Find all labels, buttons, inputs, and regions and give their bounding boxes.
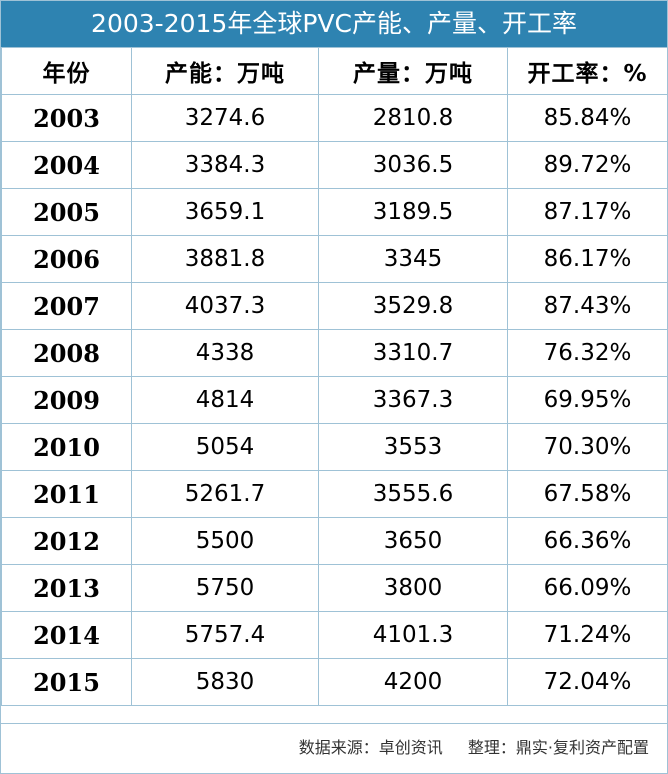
capacity-cell: 5750 bbox=[131, 564, 319, 612]
year-cell: 2014 bbox=[1, 611, 132, 659]
capacity-cell: 4338 bbox=[131, 329, 319, 377]
header-row: 年份 产能：万吨 产量：万吨 开工率：% bbox=[1, 47, 668, 95]
table-row: 2015 5830 4200 72.04% bbox=[1, 658, 668, 706]
output-cell: 2810.8 bbox=[318, 94, 508, 142]
capacity-cell: 3881.8 bbox=[131, 235, 319, 283]
table-body: 2003 3274.6 2810.8 85.84% 2004 3384.3 3036.5 89… bbox=[1, 94, 668, 706]
output-cell: 3367.3 bbox=[318, 376, 508, 424]
capacity-cell: 5054 bbox=[131, 423, 319, 471]
rate-cell: 67.58% bbox=[507, 470, 668, 518]
table-row: 2003 3274.6 2810.8 85.84% bbox=[1, 94, 668, 142]
table-row: 2009 4814 3367.3 69.95% bbox=[1, 376, 668, 424]
year-cell: 2006 bbox=[1, 235, 132, 283]
capacity-cell: 5757.4 bbox=[131, 611, 319, 659]
table-row: 2014 5757.4 4101.3 71.24% bbox=[1, 611, 668, 659]
rate-cell: 66.36% bbox=[507, 517, 668, 565]
table-row: 2005 3659.1 3189.5 87.17% bbox=[1, 188, 668, 236]
capacity-cell: 4037.3 bbox=[131, 282, 319, 330]
header-year: 年份 bbox=[1, 47, 132, 95]
capacity-cell: 4814 bbox=[131, 376, 319, 424]
year-cell: 2003 bbox=[1, 94, 132, 142]
capacity-cell: 5830 bbox=[131, 658, 319, 706]
table-row: 2012 5500 3650 66.36% bbox=[1, 517, 668, 565]
output-cell: 4200 bbox=[318, 658, 508, 706]
output-cell: 4101.3 bbox=[318, 611, 508, 659]
capacity-cell: 5500 bbox=[131, 517, 319, 565]
output-cell: 3553 bbox=[318, 423, 508, 471]
year-cell: 2013 bbox=[1, 564, 132, 612]
header-capacity: 产能：万吨 bbox=[131, 47, 319, 95]
year-cell: 2007 bbox=[1, 282, 132, 330]
rate-cell: 87.43% bbox=[507, 282, 668, 330]
source-note: 数据来源：卓创资讯 bbox=[298, 738, 443, 757]
rate-cell: 66.09% bbox=[507, 564, 668, 612]
header-rate: 开工率：% bbox=[507, 47, 668, 95]
year-cell: 2015 bbox=[1, 658, 132, 706]
year-cell: 2011 bbox=[1, 470, 132, 518]
rate-cell: 76.32% bbox=[507, 329, 668, 377]
table-row: 2011 5261.7 3555.6 67.58% bbox=[1, 470, 668, 518]
output-cell: 3310.7 bbox=[318, 329, 508, 377]
year-cell: 2008 bbox=[1, 329, 132, 377]
compiled-note: 整理：鼎实·复利资产配置 bbox=[467, 738, 649, 757]
output-cell: 3036.5 bbox=[318, 141, 508, 189]
output-cell: 3529.8 bbox=[318, 282, 508, 330]
capacity-cell: 5261.7 bbox=[131, 470, 319, 518]
year-cell: 2005 bbox=[1, 188, 132, 236]
output-cell: 3345 bbox=[318, 235, 508, 283]
capacity-cell: 3274.6 bbox=[131, 94, 319, 142]
footer-note: 数据来源：卓创资讯 整理：鼎实·复利资产配置 bbox=[1, 723, 667, 773]
table-row: 2007 4037.3 3529.8 87.43% bbox=[1, 282, 668, 330]
capacity-cell: 3659.1 bbox=[131, 188, 319, 236]
table-row: 2010 5054 3553 70.30% bbox=[1, 423, 668, 471]
rate-cell: 85.84% bbox=[507, 94, 668, 142]
output-cell: 3555.6 bbox=[318, 470, 508, 518]
header-output: 产量：万吨 bbox=[318, 47, 508, 95]
output-cell: 3189.5 bbox=[318, 188, 508, 236]
pvc-data-table: 年份 产能：万吨 产量：万吨 开工率：% 2003 3274.6 2810.8 85.… bbox=[1, 47, 668, 706]
table-row: 2008 4338 3310.7 76.32% bbox=[1, 329, 668, 377]
output-cell: 3800 bbox=[318, 564, 508, 612]
table-row: 2013 5750 3800 66.09% bbox=[1, 564, 668, 612]
year-cell: 2010 bbox=[1, 423, 132, 471]
output-cell: 3650 bbox=[318, 517, 508, 565]
year-cell: 2009 bbox=[1, 376, 132, 424]
capacity-cell: 3384.3 bbox=[131, 141, 319, 189]
table-title: 2003-2015年全球PVC产能、产量、开工率 bbox=[1, 1, 667, 47]
table-row: 2006 3881.8 3345 86.17% bbox=[1, 235, 668, 283]
rate-cell: 87.17% bbox=[507, 188, 668, 236]
rate-cell: 72.04% bbox=[507, 658, 668, 706]
rate-cell: 70.30% bbox=[507, 423, 668, 471]
rate-cell: 71.24% bbox=[507, 611, 668, 659]
rate-cell: 69.95% bbox=[507, 376, 668, 424]
rate-cell: 89.72% bbox=[507, 141, 668, 189]
table-row: 2004 3384.3 3036.5 89.72% bbox=[1, 141, 668, 189]
year-cell: 2004 bbox=[1, 141, 132, 189]
rate-cell: 86.17% bbox=[507, 235, 668, 283]
year-cell: 2012 bbox=[1, 517, 132, 565]
